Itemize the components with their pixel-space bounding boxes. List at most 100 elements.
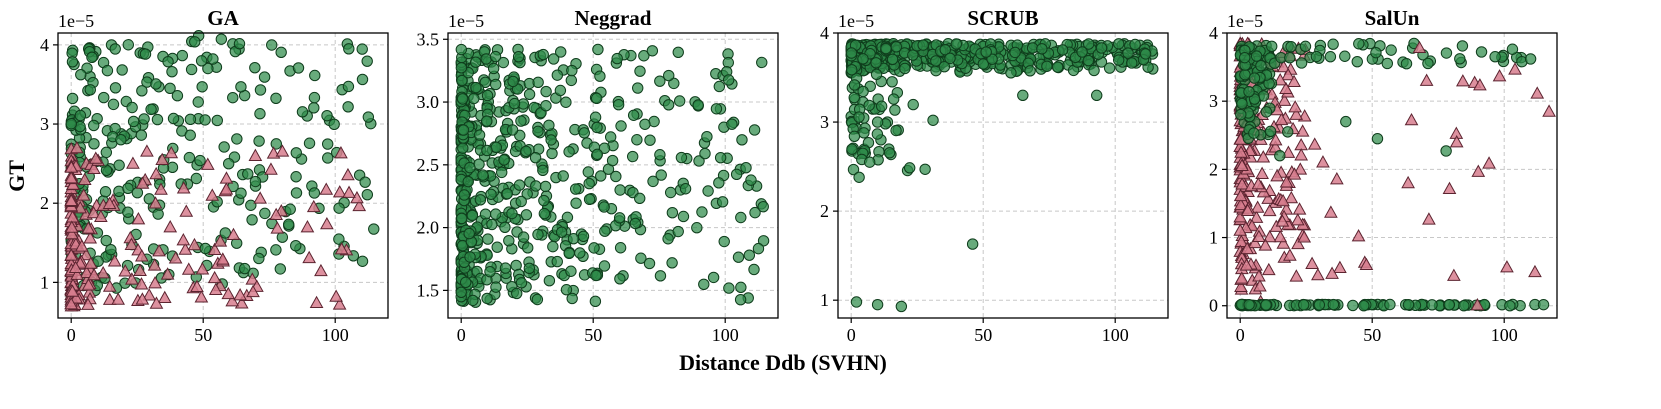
data-point-circle	[485, 188, 497, 200]
data-point-triangle	[219, 171, 234, 184]
data-point-triangle	[1283, 248, 1297, 261]
data-point-circle	[666, 257, 678, 269]
y-tick-label: 4	[820, 23, 829, 43]
data-point-circle	[115, 134, 127, 146]
data-point-triangle	[64, 226, 79, 240]
data-point-circle	[614, 242, 627, 254]
data-point-circle	[333, 202, 345, 214]
data-point-circle	[735, 281, 747, 294]
data-point-triangle	[86, 205, 101, 219]
data-point-circle	[730, 168, 743, 181]
data-point-circle	[1243, 86, 1255, 98]
data-point-circle	[254, 108, 266, 120]
data-point-circle	[523, 88, 536, 100]
data-point-triangle	[1292, 202, 1307, 215]
data-point-circle	[545, 134, 557, 146]
data-point-triangle	[148, 196, 163, 209]
data-point-circle	[1327, 298, 1340, 311]
data-point-triangle	[1240, 241, 1254, 255]
data-point-circle	[176, 49, 189, 62]
data-point-triangle	[1273, 229, 1288, 243]
data-point-circle	[290, 147, 302, 159]
data-point-triangle	[1235, 158, 1249, 172]
data-point-circle	[732, 251, 745, 263]
data-point-circle	[557, 170, 569, 182]
data-point-circle	[1422, 57, 1434, 70]
data-point-triangle	[207, 270, 222, 284]
data-point-circle	[457, 142, 469, 154]
axes-frame	[1226, 32, 1558, 319]
data-point-triangle	[1234, 145, 1248, 158]
data-point-circle	[270, 92, 282, 105]
data-point-circle	[1504, 299, 1516, 312]
data-point-triangle	[233, 288, 247, 301]
data-point-triangle	[248, 148, 263, 161]
data-point-circle	[189, 36, 201, 48]
data-point-circle	[274, 263, 287, 275]
data-point-circle	[887, 93, 900, 105]
data-point-circle	[328, 118, 340, 131]
data-point-circle	[598, 260, 611, 272]
data-point-triangle	[125, 272, 139, 285]
data-point-triangle	[1273, 73, 1288, 86]
data-point-circle	[647, 175, 659, 188]
data-point-circle	[748, 263, 760, 276]
data-point-circle	[590, 92, 603, 105]
data-point-triangle	[77, 172, 92, 186]
data-point-circle	[598, 201, 610, 213]
data-point-triangle	[1233, 210, 1248, 223]
data-point-triangle	[314, 263, 328, 277]
data-point-circle	[895, 300, 908, 313]
data-point-triangle	[1289, 269, 1304, 282]
data-point-circle	[459, 276, 472, 289]
data-point-circle	[632, 82, 644, 94]
data-point-circle	[1340, 115, 1352, 128]
data-point-triangle	[1419, 73, 1434, 86]
data-point-circle	[899, 62, 911, 75]
data-point-circle	[555, 46, 567, 58]
data-point-circle	[101, 64, 114, 77]
data-point-triangle	[1295, 124, 1310, 137]
data-point-circle	[713, 177, 725, 189]
data-point-circle	[1353, 38, 1365, 50]
data-point-circle	[646, 45, 659, 57]
data-point-triangle	[1284, 190, 1299, 204]
data-point-triangle	[135, 292, 150, 305]
data-point-circle	[850, 296, 863, 308]
data-point-triangle	[1297, 230, 1312, 243]
data-point-circle	[723, 282, 735, 294]
y-tick-label: 2.0	[417, 218, 440, 238]
data-point-circle	[654, 270, 667, 282]
data-point-circle	[950, 38, 963, 50]
data-point-triangle	[1258, 238, 1273, 251]
data-point-circle	[506, 124, 519, 136]
y-offset-label: 1e−5	[58, 11, 94, 31]
data-point-circle	[538, 207, 551, 220]
data-point-circle	[1537, 298, 1550, 311]
data-point-circle	[235, 187, 247, 199]
data-point-circle	[560, 284, 573, 296]
data-point-triangle	[207, 242, 222, 255]
data-point-circle	[100, 234, 112, 247]
data-point-triangle	[1288, 100, 1303, 113]
data-point-triangle	[1449, 135, 1464, 148]
data-point-circle	[512, 50, 525, 63]
data-point-circle	[1440, 145, 1452, 157]
data-point-circle	[202, 62, 214, 75]
data-point-triangle	[83, 256, 98, 269]
data-point-triangle	[1234, 279, 1248, 293]
data-point-circle	[480, 53, 492, 65]
data-point-circle	[634, 192, 646, 205]
data-point-triangle	[1256, 150, 1271, 163]
data-point-circle	[583, 177, 595, 190]
data-point-triangle	[208, 282, 223, 296]
y-tick-label: 2	[40, 193, 49, 213]
data-point-circle	[468, 92, 480, 105]
data-point-circle	[590, 269, 602, 282]
data-point-triangle	[1412, 40, 1427, 54]
data-point-circle	[629, 217, 642, 230]
data-point-circle	[122, 39, 134, 51]
data-point-circle	[566, 64, 578, 77]
y-tick-label: 3	[1209, 91, 1218, 111]
x-tick-label: 0	[847, 325, 856, 345]
